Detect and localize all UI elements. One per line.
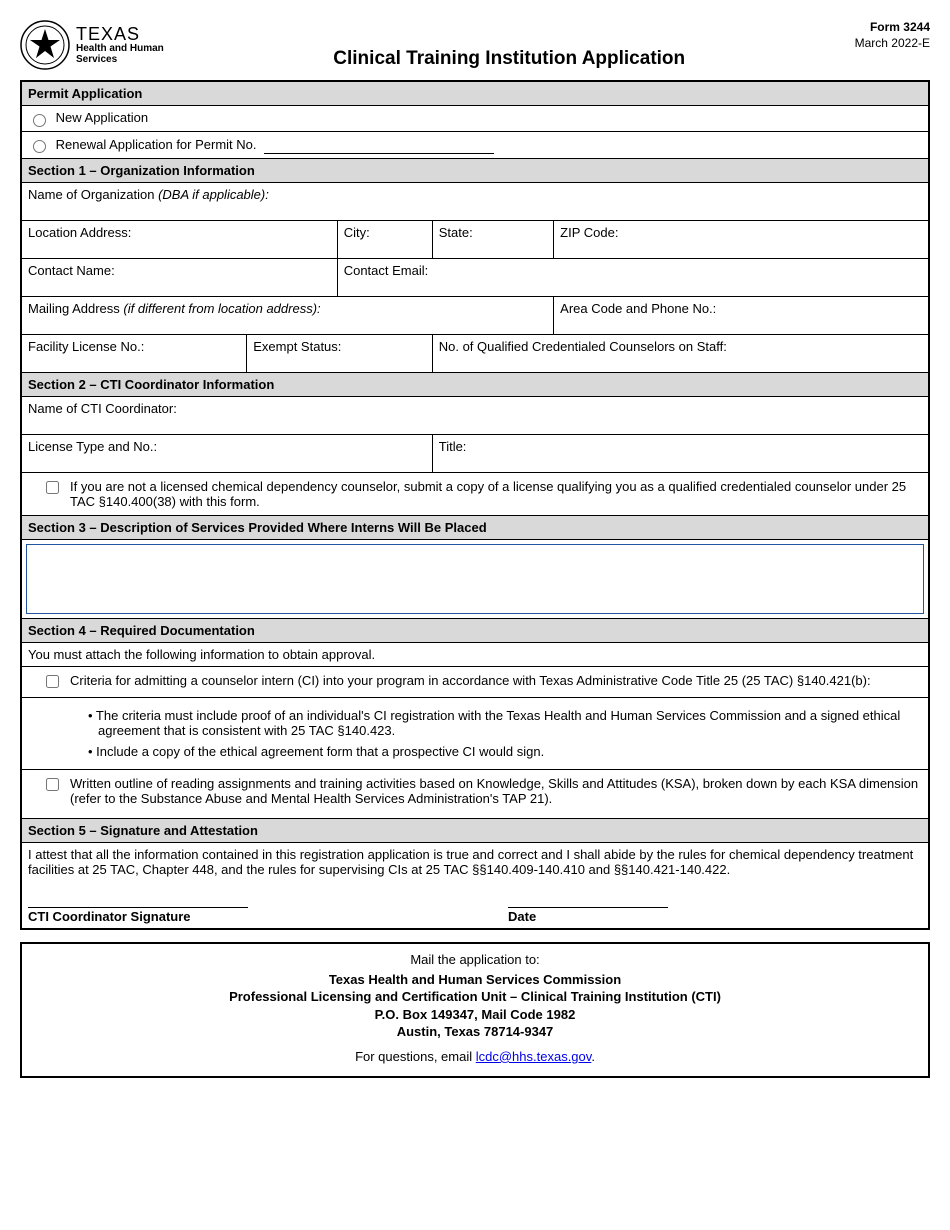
new-application-radio[interactable] [33,114,46,127]
services-description-cell [21,539,929,618]
coordinator-license-field[interactable]: License Type and No.: [21,434,432,472]
new-application-row: New Application [21,106,929,132]
form-number: Form 3244 [855,20,930,36]
renewal-application-label: Renewal Application for Permit No. [56,137,257,152]
contact-email-field[interactable]: Contact Email: [337,258,929,296]
renewal-application-row: Renewal Application for Permit No. [21,131,929,158]
new-application-label: New Application [56,110,149,125]
mail-line1: Texas Health and Human Services Commissi… [32,971,918,989]
section4-header: Section 4 – Required Documentation [21,618,929,642]
date-line[interactable]: Date [508,907,668,924]
mailing-instructions: Mail the application to: Texas Health an… [20,942,930,1078]
renewal-application-radio[interactable] [33,140,46,153]
contact-name-field[interactable]: Contact Name: [21,258,337,296]
location-address-field[interactable]: Location Address: [21,220,337,258]
coordinator-note-text: If you are not a licensed chemical depen… [70,479,922,509]
mail-lead: Mail the application to: [32,952,918,967]
mail-email-link[interactable]: lcdc@hhs.texas.gov [476,1049,592,1064]
phone-field[interactable]: Area Code and Phone No.: [554,296,929,334]
section1-header: Section 1 – Organization Information [21,158,929,182]
logo-text-lower-2: Services [76,54,164,66]
attestation-block: I attest that all the information contai… [21,842,929,929]
section3-header: Section 3 – Description of Services Prov… [21,515,929,539]
mail-questions-pre: For questions, email [355,1049,476,1064]
signature-line[interactable]: CTI Coordinator Signature [28,907,248,924]
org-name-hint: (DBA if applicable): [154,187,268,202]
form-date: March 2022-E [855,36,930,52]
state-field[interactable]: State: [432,220,553,258]
agency-logo: TEXAS Health and Human Services [20,20,164,70]
coordinator-license-copy-checkbox[interactable] [46,481,59,494]
facility-license-field[interactable]: Facility License No.: [21,334,247,372]
doc-outline-text: Written outline of reading assignments a… [70,776,922,806]
permit-no-input[interactable] [264,136,494,154]
doc-criteria-sub1: • The criteria must include proof of an … [28,708,922,738]
permit-section-header: Permit Application [21,81,929,106]
counselors-count-field[interactable]: No. of Qualified Credentialed Counselors… [432,334,929,372]
texas-seal-icon [20,20,70,70]
doc-criteria-sub2: • Include a copy of the ethical agreemen… [28,744,922,759]
logo-text-lower-1: Health and Human [76,43,164,55]
attestation-text: I attest that all the information contai… [28,847,922,877]
coordinator-title-field[interactable]: Title: [432,434,929,472]
mail-line4: Austin, Texas 78714-9347 [32,1023,918,1041]
page-title: Clinical Training Institution Applicatio… [164,48,855,70]
mail-line2: Professional Licensing and Certification… [32,988,918,1006]
section5-header: Section 5 – Signature and Attestation [21,818,929,842]
city-field[interactable]: City: [337,220,432,258]
coordinator-note-row: If you are not a licensed chemical depen… [21,472,929,515]
doc-criteria-text: Criteria for admitting a counselor inter… [70,673,871,688]
services-description-input[interactable] [26,544,924,614]
exempt-status-field[interactable]: Exempt Status: [247,334,432,372]
section2-header: Section 2 – CTI Coordinator Information [21,372,929,396]
zip-field[interactable]: ZIP Code: [554,220,929,258]
org-name-field[interactable]: Name of Organization (DBA if applicable)… [21,182,929,220]
logo-text-upper: TEXAS [76,25,164,43]
doc-outline-checkbox[interactable] [46,778,59,791]
application-form: Permit Application New Application Renew… [20,80,930,930]
org-name-label: Name of Organization [28,187,154,202]
coordinator-name-field[interactable]: Name of CTI Coordinator: [21,396,929,434]
mail-questions-post: . [591,1049,595,1064]
form-meta: Form 3244 March 2022-E [855,20,930,51]
doc-criteria-checkbox[interactable] [46,675,59,688]
section4-intro: You must attach the following informatio… [21,642,929,666]
page-header: TEXAS Health and Human Services Clinical… [20,20,930,70]
mail-line3: P.O. Box 149347, Mail Code 1982 [32,1006,918,1024]
mailing-address-field[interactable]: Mailing Address (if different from locat… [21,296,554,334]
